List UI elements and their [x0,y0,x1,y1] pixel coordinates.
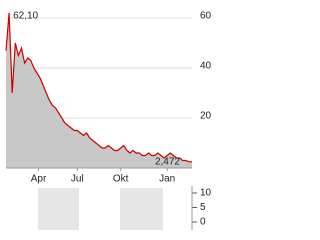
y-tick-label: 10 [200,188,212,199]
x-tick-label: Jul [71,174,84,185]
y-tick-label: 20 [200,111,212,122]
quarter-band [38,188,79,230]
x-tick-label: Jan [159,174,175,185]
price-area [6,12,192,168]
y-tick-label: 0 [200,217,206,228]
chart: 20 40 60 62,10 2,472 Apr Jul Okt Jan 0 5 10 [5,11,212,230]
y-tick-label: 5 [200,202,206,213]
value-label: 2,472 [155,156,180,167]
y-tick-label: 40 [200,61,212,72]
x-tick-label: Apr [31,174,47,185]
value-label: 62,10 [13,11,38,22]
x-tick-label: Okt [113,174,129,185]
quarter-band [120,188,163,230]
price-line [5,12,192,163]
y-tick-label: 60 [200,11,212,22]
